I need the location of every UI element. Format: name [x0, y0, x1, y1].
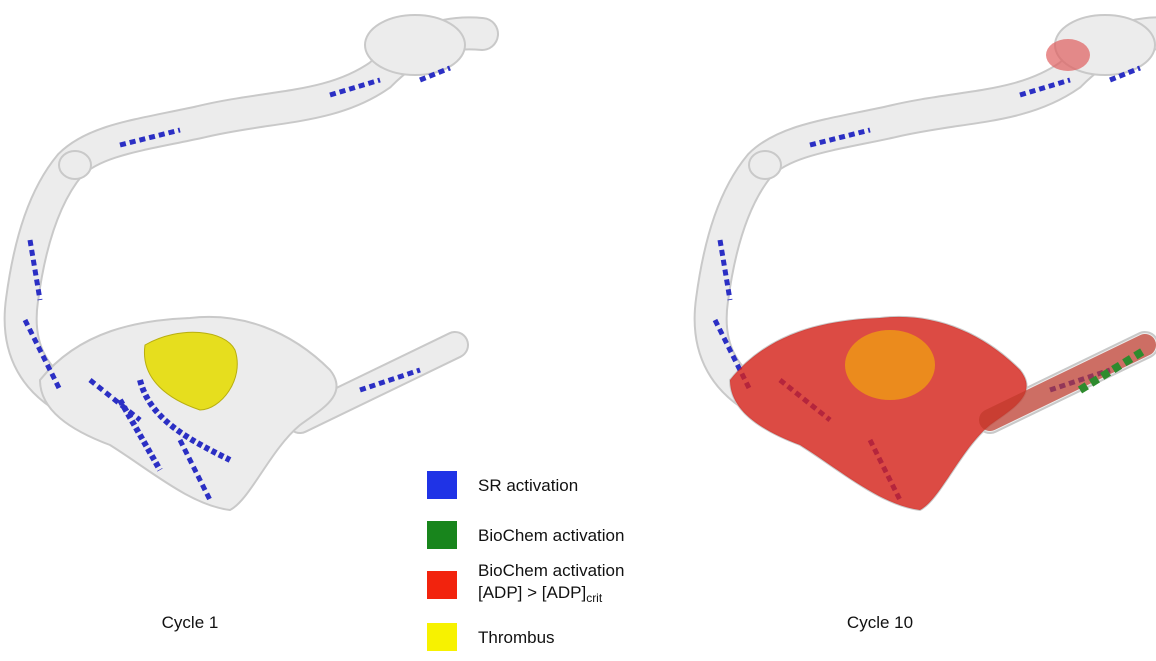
legend-label: BioChem activation — [478, 526, 624, 545]
panel-label: Cycle 10 — [847, 613, 913, 632]
legend-swatch — [427, 623, 457, 651]
figure: Cycle 1 Cycle 10 SR activation BioChem ac… — [0, 0, 1156, 656]
legend-label: BioChem activation — [478, 561, 624, 580]
panel-label: Cycle 1 — [162, 613, 219, 632]
legend-swatch — [427, 471, 457, 499]
legend-label-line: [ADP] > [ADP] — [478, 583, 586, 602]
panel-cycle-1 — [21, 15, 482, 510]
legend-subscript: crit — [586, 591, 603, 605]
legend-swatch — [427, 571, 457, 599]
legend-label: [ADP] > [ADP]crit — [478, 583, 603, 605]
legend-label: SR activation — [478, 476, 578, 495]
legend-swatch — [427, 521, 457, 549]
legend-label: Thrombus — [478, 628, 555, 647]
legend: SR activation BioChem activation BioChem a… — [427, 471, 624, 651]
panel-cycle-10 — [711, 15, 1156, 510]
